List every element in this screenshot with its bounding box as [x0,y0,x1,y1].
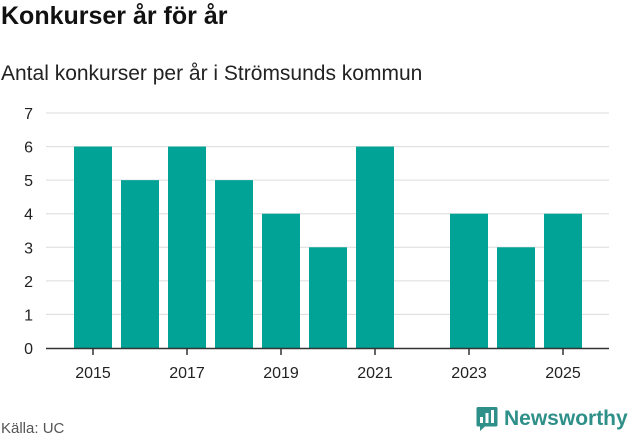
bar-2023 [450,213,488,348]
bar-2021 [356,146,394,348]
y-tick-label-4: 4 [24,207,33,224]
y-tick-label-6: 6 [24,140,33,157]
y-tick-label-5: 5 [24,173,33,190]
bar-2025 [544,213,582,348]
x-tick-label-2017: 2017 [169,365,205,382]
bar-2018 [215,180,253,348]
source-note: Källa: UC [1,420,65,437]
bar-2016 [121,180,159,348]
newsworthy-logo-icon [476,407,498,431]
y-tick-label-2: 2 [24,274,33,291]
brand-name: Newsworthy [504,407,628,430]
bar-2020 [309,247,347,348]
x-tick-label-2015: 2015 [75,365,111,382]
chart-title: Konkurser år för år [1,2,228,30]
x-tick-label-2023: 2023 [451,365,487,382]
y-tick-label-1: 1 [24,307,33,324]
bar-2019 [262,213,300,348]
bar-2017 [168,146,206,348]
brand-logo: Newsworthy [476,406,628,432]
y-tick-label-0: 0 [24,341,33,358]
bar-2015 [74,146,112,348]
x-tick-label-2021: 2021 [357,365,393,382]
y-tick-label-3: 3 [24,240,33,257]
chart-subtitle: Antal konkurser per år i Strömsunds komm… [1,62,423,85]
y-tick-label-7: 7 [24,106,33,123]
x-tick-label-2019: 2019 [263,365,299,382]
bar-2024 [497,247,535,348]
x-tick-label-2025: 2025 [545,365,581,382]
